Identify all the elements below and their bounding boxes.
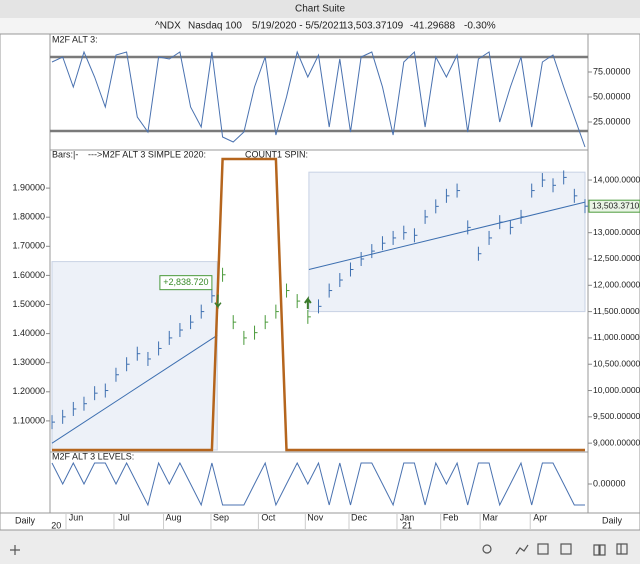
x-tick-label: Jun (69, 512, 84, 522)
last-price: 13,503.37109 (342, 21, 404, 32)
y2-tick-label: 11,500.00000 (593, 306, 640, 316)
range-box (308, 171, 586, 313)
y2-tick-label: 14,000.00000 (593, 174, 640, 184)
pane-label: COUNT1 SPIN: (245, 149, 308, 159)
period-right: Daily (602, 515, 623, 525)
title-bar (0, 0, 640, 18)
year-label: 20 (51, 520, 61, 530)
y2-tick-label: 9,000.00000 (593, 437, 640, 447)
y-tick-label: 1.90000 (12, 182, 45, 192)
signal-arrow-down (214, 294, 222, 309)
y-tick-label: 1.60000 (12, 270, 45, 280)
symbol-name: Nasdaq 100 (188, 21, 242, 32)
line-tool[interactable] (515, 544, 529, 555)
trend-line (308, 201, 586, 270)
last-value-box (588, 199, 640, 213)
x-tick-label: Jul (118, 512, 130, 522)
annotation-text: +2,838.720 (163, 277, 208, 287)
y-tick-label: 75.00000 (593, 66, 631, 76)
oscillator-pane (49, 33, 589, 151)
last-value-label: 13,503.3710 (592, 200, 640, 210)
plots: 75.00000 50.00000 25.00000 M2F ALT 3: 1.9000… (12, 34, 640, 530)
pane-tool[interactable] (560, 543, 572, 555)
series-line (51, 461, 585, 507)
y-tick-label: 1.50000 (12, 299, 45, 309)
right-axis (587, 33, 640, 514)
x-tick-label: Jan (400, 512, 415, 522)
x-tick-label: Mar (482, 512, 498, 522)
y2-tick-label: 12,000.00000 (593, 280, 640, 290)
y2-tick-label: 13,000.00000 (593, 227, 640, 237)
pane-label: M2F ALT 3: (52, 34, 98, 44)
x-tick-label: Dec (351, 512, 368, 522)
x-tick-label: Oct (261, 512, 276, 522)
y-tick-label: 50.00000 (593, 91, 631, 101)
y2-tick-label: 11,000.00000 (593, 332, 640, 342)
y-tick-label: 1.80000 (12, 212, 45, 222)
y-tick-label: 1.10000 (12, 415, 45, 425)
x-tick-label: Apr (533, 512, 547, 522)
series-line (51, 50, 586, 148)
search-button[interactable] (482, 544, 492, 554)
add-button[interactable] (10, 545, 20, 555)
grid-tool[interactable] (537, 543, 549, 555)
spin-line (52, 157, 585, 452)
y-tick-label: 1.20000 (12, 386, 45, 396)
date-range: 5/19/2020 - 5/5/2021 (252, 21, 345, 32)
pane-label: M2F ALT 3 LEVELS: (52, 451, 134, 461)
y2-tick-label: 9,500.00000 (593, 411, 640, 421)
annotation-box (159, 275, 213, 291)
x-tick-label: Nov (307, 512, 324, 522)
book-tool[interactable] (593, 544, 606, 556)
trend-line (51, 334, 218, 444)
y-tick-label: 0.00000 (593, 478, 626, 488)
change: -41.29688 (410, 21, 455, 32)
x-tick-label: Aug (166, 512, 182, 522)
y2-tick-label: 10,000.00000 (593, 385, 640, 395)
toolbar (0, 535, 640, 564)
y-tick-label: 1.40000 (12, 328, 45, 338)
y-tick-label: 1.30000 (12, 357, 45, 367)
sidebar-tool[interactable] (616, 543, 628, 555)
y2-tick-label: 10,500.00000 (593, 358, 640, 368)
x-tick-label: Sep (213, 512, 229, 522)
header-bar (0, 18, 640, 34)
y-tick-label: 1.70000 (12, 241, 45, 251)
pane-label: --->M2F ALT 3 SIMPLE 2020: (88, 149, 206, 159)
period-left: Daily (15, 515, 36, 525)
pane-label: Bars:|- (52, 149, 78, 159)
x-tick-label: Feb (443, 512, 459, 522)
window-title: Chart Suite (295, 4, 345, 15)
y2-tick-label: 12,500.00000 (593, 253, 640, 263)
signal-arrow-up (304, 295, 312, 309)
symbol: ^NDX (155, 21, 181, 32)
y-tick-label: 25.00000 (593, 116, 631, 126)
year-label: 21 (402, 520, 412, 530)
range-box (51, 261, 218, 451)
change-pct: -0.30% (464, 21, 496, 32)
